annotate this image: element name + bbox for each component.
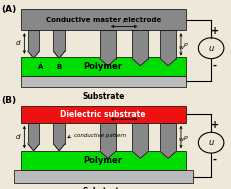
Bar [159, 30, 176, 59]
Text: (A): (A) [1, 5, 16, 14]
Text: p: p [182, 135, 186, 139]
Bar [99, 30, 116, 59]
Text: Dielectric substrate: Dielectric substrate [60, 110, 145, 119]
Polygon shape [159, 59, 176, 66]
Polygon shape [99, 59, 116, 66]
Text: w: w [178, 45, 183, 50]
Polygon shape [132, 151, 148, 158]
Text: Polymer: Polymer [83, 156, 122, 165]
Text: -: - [212, 60, 216, 70]
Text: d: d [15, 134, 20, 140]
Polygon shape [99, 151, 116, 158]
Text: Ȧ: Ȧ [38, 63, 43, 70]
Bar [14, 170, 192, 183]
Text: l: l [123, 110, 125, 116]
Polygon shape [53, 144, 65, 151]
Text: Polymer: Polymer [83, 62, 122, 71]
Bar [132, 30, 148, 59]
Bar [21, 9, 185, 30]
Polygon shape [132, 59, 148, 66]
Text: l: l [123, 18, 125, 24]
Polygon shape [159, 151, 176, 158]
Text: d: d [15, 40, 20, 46]
Text: u: u [208, 138, 213, 147]
Text: u: u [208, 44, 213, 53]
Bar [132, 123, 148, 151]
Polygon shape [28, 144, 39, 151]
Text: conductive pattern: conductive pattern [74, 133, 126, 138]
Text: Substrate: Substrate [82, 187, 124, 189]
Text: +: + [210, 120, 218, 130]
Polygon shape [28, 51, 39, 58]
Bar [21, 151, 185, 170]
Text: +: + [210, 26, 218, 36]
Text: (B): (B) [1, 96, 16, 105]
Bar [28, 123, 39, 144]
Polygon shape [53, 51, 65, 58]
Bar [53, 123, 65, 144]
Text: Substrate: Substrate [82, 92, 124, 101]
Bar [99, 123, 116, 151]
Text: Ḃ: Ḃ [56, 63, 61, 70]
Text: Conductive master electrode: Conductive master electrode [46, 17, 160, 23]
Text: p: p [182, 42, 186, 47]
Bar [53, 30, 65, 51]
Bar [21, 106, 185, 123]
Bar [28, 30, 39, 51]
Text: -: - [212, 155, 216, 165]
Bar [21, 57, 185, 76]
Bar [159, 123, 176, 151]
Text: w: w [178, 137, 183, 142]
Bar [21, 76, 185, 87]
